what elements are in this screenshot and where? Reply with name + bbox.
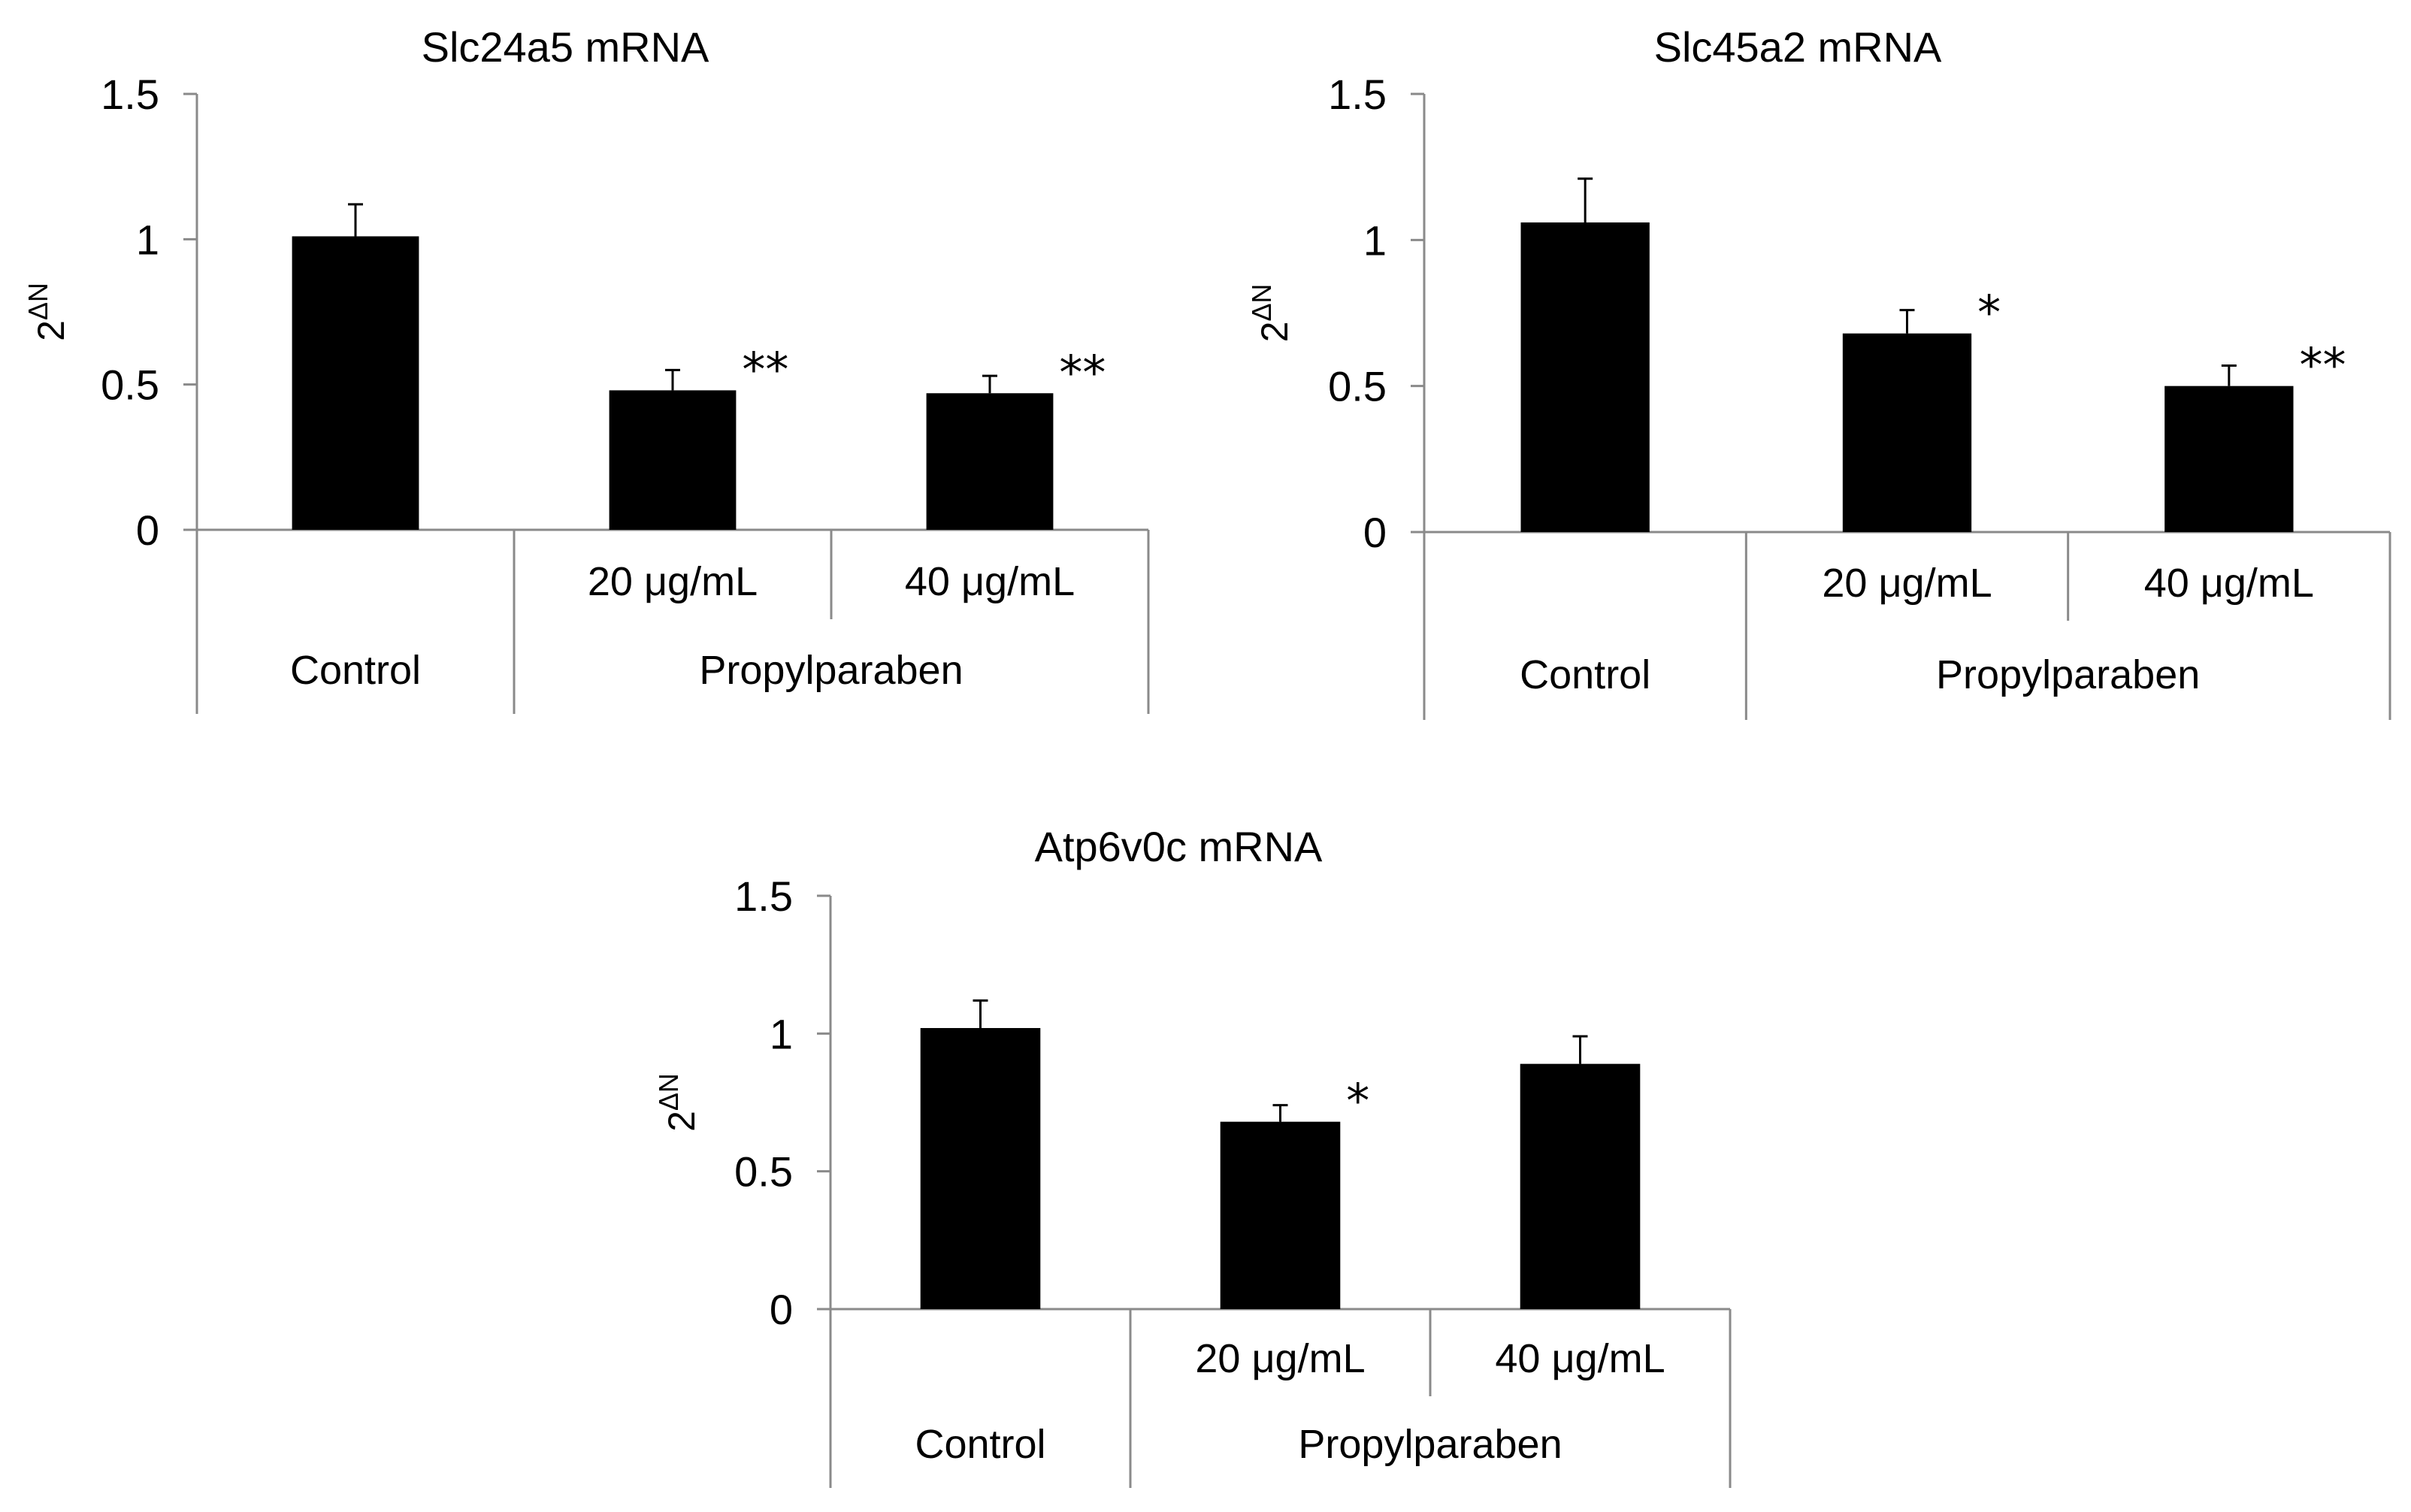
significance-mark: *: [1346, 1074, 1369, 1129]
y-axis-label: 2ΔN: [23, 283, 72, 341]
chart-title: Atp6v0c mRNA: [1035, 823, 1323, 870]
chart-2: Slc45a2 mRNA 0 0.5 1 1.5 2ΔN * 20 μg/mL ** 40 μg/…: [1246, 23, 2391, 720]
bar-3: [926, 393, 1054, 530]
y-axis-label-base: 2: [1254, 322, 1296, 343]
significance-mark: *: [1977, 286, 2001, 340]
significance-mark: **: [2300, 338, 2346, 393]
y-tick-label: 1: [1363, 216, 1387, 264]
chart-1: Slc24a5 mRNA 0 0.5 1 1.5 2ΔN ** 20 μg/mL ** 40 μg…: [23, 23, 1150, 714]
y-tick-label: 0: [770, 1286, 793, 1333]
bar-1: [292, 236, 419, 530]
group-label-treatment: Propylparaben: [1298, 1422, 1562, 1467]
x-category-label: 40 μg/mL: [2144, 561, 2314, 606]
x-category-label: 40 μg/mL: [905, 559, 1075, 604]
group-label-control: Control: [915, 1422, 1045, 1467]
y-tick-label: 0.5: [734, 1148, 793, 1196]
chart-title: Slc45a2 mRNA: [1654, 23, 1942, 71]
bar-3: [1520, 1063, 1641, 1309]
y-axis-label-base: 2: [30, 320, 72, 341]
significance-mark: **: [1059, 345, 1106, 400]
group-label-treatment: Propylparaben: [699, 648, 963, 693]
y-tick-label: 1.5: [1328, 71, 1387, 118]
y-tick-label: 1: [770, 1010, 793, 1057]
y-axis-label-base: 2: [661, 1111, 703, 1132]
bar-2: [609, 390, 737, 530]
bar-1: [920, 1028, 1041, 1309]
y-tick-label: 0.5: [101, 361, 159, 409]
y-tick-label: 0: [1363, 509, 1387, 556]
bar-2: [1842, 333, 1972, 532]
group-label-treatment: Propylparaben: [1936, 652, 2200, 697]
y-tick-label: 1.5: [734, 872, 793, 920]
group-label-control: Control: [290, 648, 421, 693]
bar-1: [1520, 222, 1650, 532]
y-tick-label: 1: [136, 216, 159, 263]
bar-3: [2164, 386, 2294, 532]
y-tick-label: 0.5: [1328, 363, 1387, 410]
group-label-control: Control: [1520, 652, 1650, 697]
y-axis-label-superscript: ΔN: [653, 1073, 684, 1111]
x-category-label: 40 μg/mL: [1495, 1336, 1665, 1381]
y-tick-label: 1.5: [101, 71, 159, 118]
x-category-label: 20 μg/mL: [1195, 1336, 1365, 1381]
significance-mark: **: [742, 342, 788, 397]
chart-3: Atp6v0c mRNA 0 0.5 1 1.5 2ΔN * 20 μg/mL 40 μg/mL…: [653, 823, 1732, 1488]
y-axis-label: 2ΔN: [653, 1073, 703, 1132]
bar-2: [1220, 1121, 1341, 1309]
y-axis-label-superscript: ΔN: [23, 283, 53, 320]
y-tick-label: 0: [136, 507, 159, 554]
y-axis-label: 2ΔN: [1246, 284, 1296, 343]
chart-title: Slc24a5 mRNA: [422, 23, 709, 71]
x-category-label: 20 μg/mL: [1822, 561, 1992, 606]
x-category-label: 20 μg/mL: [588, 559, 758, 604]
y-axis-label-superscript: ΔN: [1246, 284, 1277, 322]
